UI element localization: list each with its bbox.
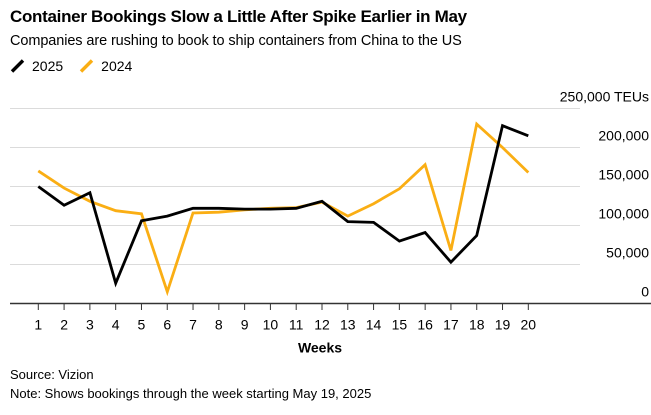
x-tick-label: 17 [443, 317, 459, 333]
x-tick-label: 8 [215, 317, 223, 333]
line-swatch-2024-icon [79, 59, 94, 73]
legend-label-2025: 2025 [32, 58, 64, 74]
y-tick-label: 0 [641, 284, 649, 300]
source-line: Source: Vizion [10, 367, 94, 382]
x-tick-label: 14 [366, 317, 382, 333]
y-tick-label: 250,000 TEUs [560, 89, 649, 105]
x-tick-label: 11 [289, 317, 304, 333]
y-tick-label: 50,000 [606, 245, 649, 261]
x-tick-label: 4 [112, 317, 120, 333]
y-tick-label: 100,000 [598, 206, 649, 222]
chart-footer: Source: Vizion Note: Shows bookings thro… [10, 366, 371, 403]
chart-title: Container Bookings Slow a Little After S… [10, 7, 467, 26]
x-tick-label: 10 [263, 317, 279, 333]
legend-item-2025: 2025 [10, 58, 63, 74]
note-line: Note: Shows bookings through the week st… [10, 385, 372, 401]
x-tick-label: 16 [417, 317, 433, 333]
x-tick-label: 13 [340, 317, 356, 333]
line-swatch-2025-icon [10, 59, 25, 73]
y-tick-label: 200,000 [598, 128, 649, 144]
x-tick-label: 9 [241, 317, 249, 333]
x-tick-label: 2 [60, 317, 68, 333]
x-tick-label: 5 [138, 317, 146, 333]
x-tick-label: 15 [392, 317, 408, 333]
x-tick-label: 6 [163, 317, 171, 333]
series-line-2025 [37, 123, 529, 288]
x-tick-label: 20 [521, 317, 537, 333]
x-axis-title: Weeks [298, 340, 342, 356]
legend: 2025 2024 [10, 58, 132, 74]
chart-subtitle: Companies are rushing to book to ship co… [10, 33, 462, 49]
x-tick-label: 3 [86, 317, 94, 333]
legend-label-2024: 2024 [101, 58, 133, 74]
x-tick-label: 12 [314, 317, 330, 333]
x-tick-label: 1 [34, 317, 42, 333]
x-tick-label: 19 [495, 317, 511, 333]
y-tick-label: 150,000 [598, 167, 649, 183]
legend-item-2024: 2024 [79, 58, 132, 74]
x-tick-label: 18 [469, 317, 485, 333]
x-tick-label: 7 [189, 317, 197, 333]
